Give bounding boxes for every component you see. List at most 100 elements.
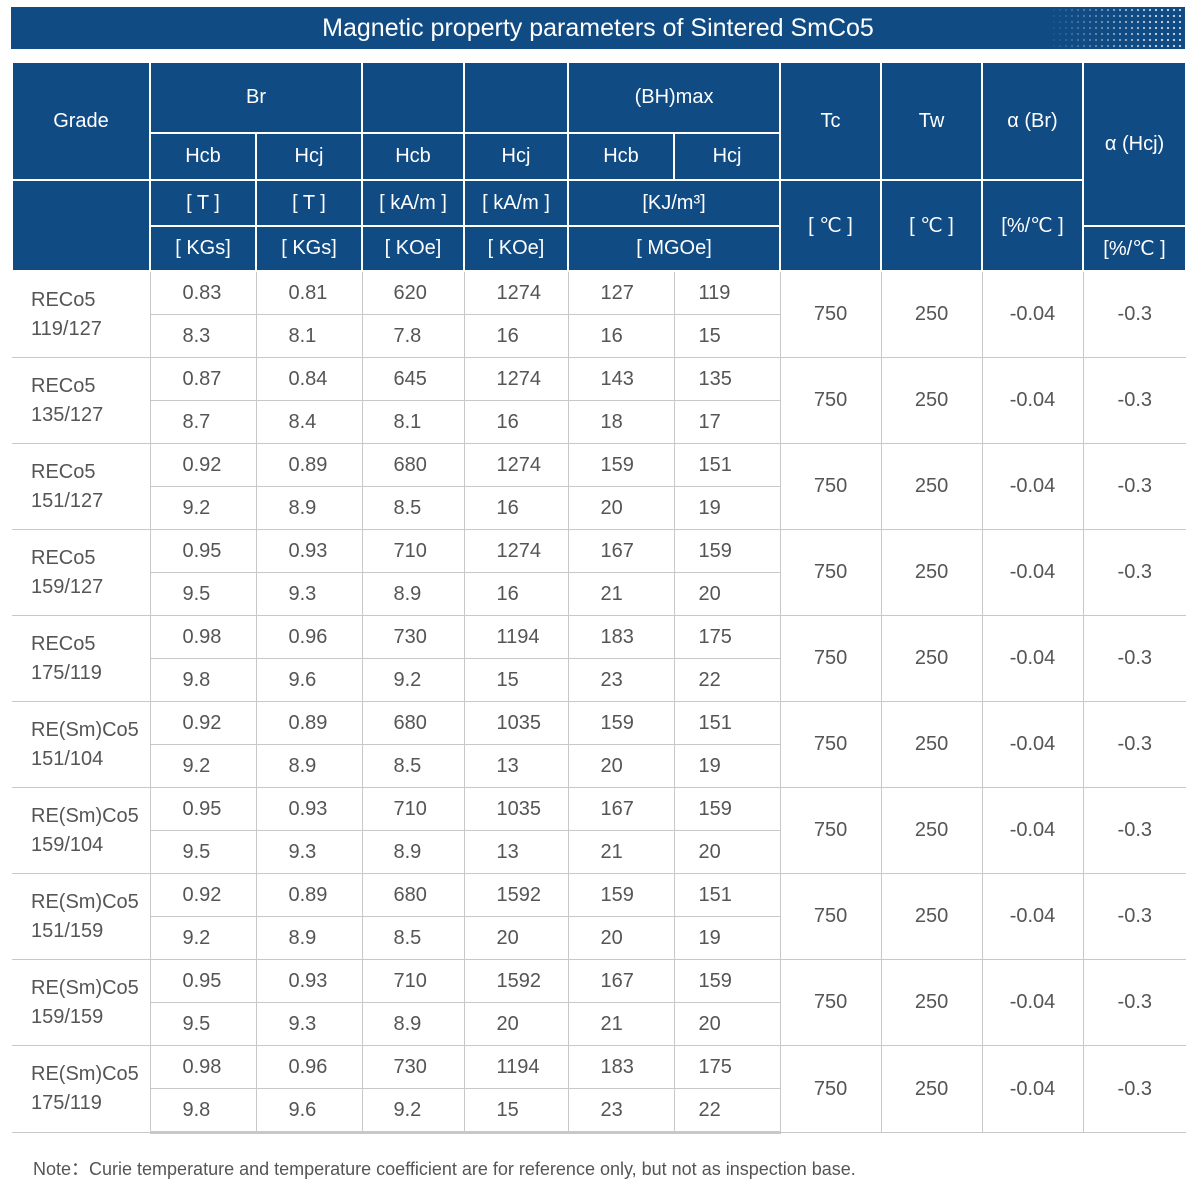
alpha-hcj-cell: -0.3 [1082,615,1187,702]
grade-name: RE(Sm)Co5 [31,804,139,827]
si-value-cell: 0.83 [149,270,257,315]
tw-cell: 250 [880,270,983,358]
si-value-cell: 0.89 [255,443,363,487]
cgs-value-cell: 9.5 [150,572,257,616]
grade-cell: RE(Sm)Co5 159/159 [12,959,151,1046]
header-tc: Tc [779,61,883,181]
table-row: 9.5 9.3 8.9 16 21 20 [12,572,1186,616]
header-unit-tw: [ ℃ ] [880,179,984,272]
cgs-value-cell: 16 [463,572,569,616]
cgs-value-cell: 9.2 [361,1088,465,1134]
si-value-cell: 0.95 [149,529,257,573]
si-value-cell: 0.95 [149,787,257,831]
si-value-cell: 143 [567,357,675,401]
tw-cell: 250 [880,357,983,444]
si-value-cell: 0.93 [255,787,363,831]
header-bhmax-hcj: Hcj [672,132,782,181]
header-br-hcj: Hcj [255,132,363,181]
header-bhmax: (BH)max [566,61,782,134]
cgs-value-cell: 20 [463,1002,569,1046]
cgs-value-cell: 13 [463,830,569,874]
header-unit-kgs-1: [ KGs] [149,225,257,272]
header-alpha-hcj: α (Hcj) [1082,61,1188,227]
grade-name: RECo5 [31,632,96,655]
cgs-value-cell: 16 [463,400,569,444]
grade-cell: RE(Sm)Co5 159/104 [12,787,151,874]
si-value-cell: 645 [361,357,465,401]
si-value-cell: 159 [567,443,675,487]
alpha-hcj-cell: -0.3 [1082,1045,1187,1133]
header-unit-kam-1: [ kA/m ] [361,179,465,227]
header-hcj: Hcj [463,132,569,181]
si-value-cell: 680 [361,701,465,745]
table-row: RE(Sm)Co5 151/104 0.92 0.89 680 1035 159 151 750… [12,701,1187,788]
alpha-hcj-cell: -0.3 [1082,959,1187,1046]
grade-code: 151/104 [31,747,104,770]
si-value-cell: 1592 [463,873,569,917]
grade-name: RE(Sm)Co5 [31,976,139,999]
cgs-value-cell: 16 [463,486,569,530]
alpha-br-cell: -0.04 [981,959,1084,1046]
si-value-cell: 730 [361,1045,465,1089]
table-row: RECo5 159/127 0.95 0.93 710 1274 167 159 750 250-… [12,529,1187,616]
cgs-value-cell: 23 [567,1088,675,1134]
si-value-cell: 1035 [463,787,569,831]
table-row: 9.8 9.6 9.2 15 23 22 [12,658,1186,702]
header-unit-tc: [ ℃ ] [779,179,883,272]
cgs-value-cell: 20 [463,916,569,960]
table-row: 9.2 8.9 8.5 13 20 19 [12,744,1186,788]
title-bar: Magnetic property parameters of Sintered… [11,7,1185,49]
cgs-value-cell: 20 [567,916,675,960]
si-value-cell: 1592 [463,959,569,1003]
table-row: 9.5 9.3 8.9 20 21 20 [12,1002,1186,1046]
cgs-value-cell: 13 [463,744,569,788]
table-header: Grade Br (BH)max Tc Tw α (Br) α (Hcj) Hc… [11,61,1188,272]
table-row: RECo5 135/127 0.87 0.84 645 1274 143 135 750 250-… [12,357,1187,444]
grade-name: RECo5 [31,288,96,311]
cgs-value-cell: 22 [673,1088,781,1134]
si-value-cell: 175 [673,615,781,659]
cgs-value-cell: 8.9 [255,744,363,788]
cgs-value-cell: 15 [673,314,781,358]
tw-cell: 250 [880,443,983,530]
si-value-cell: 167 [567,959,675,1003]
cgs-value-cell: 23 [567,658,675,702]
tc-cell: 750 [779,615,882,702]
header-unit-kj: [KJ/m³] [566,179,782,227]
tc-cell: 750 [779,787,882,874]
si-value-cell: 0.92 [149,443,257,487]
header-grade: Grade [11,61,151,181]
header-br-hcb: Hcb [149,132,257,181]
alpha-br-cell: -0.04 [981,615,1084,702]
grade-name: RE(Sm)Co5 [31,718,139,741]
tw-cell: 250 [880,615,983,702]
cgs-value-cell: 8.7 [150,400,257,444]
grade-cell: RECo5 119/127 [12,270,151,358]
si-value-cell: 151 [673,873,781,917]
si-value-cell: 710 [361,959,465,1003]
grade-code: 175/119 [31,1092,102,1114]
si-value-cell: 135 [673,357,781,401]
alpha-hcj-cell: -0.3 [1082,701,1187,788]
cgs-value-cell: 8.1 [361,400,465,444]
grade-name: RECo5 [31,374,96,397]
cgs-value-cell: 9.3 [255,572,363,616]
grade-name: RECo5 [31,546,96,569]
table-row: RECo5 175/119 0.98 0.96 730 1194 183 175 750 250-… [12,615,1187,702]
si-value-cell: 167 [567,787,675,831]
header-blank-hcb [361,61,465,134]
alpha-br-cell: -0.04 [981,443,1084,530]
si-value-cell: 0.93 [255,959,363,1003]
si-value-cell: 710 [361,787,465,831]
cgs-value-cell: 7.8 [361,314,465,358]
grade-cell: RECo5 135/127 [12,357,151,444]
header-unit-pct-1: [%/℃ ] [981,179,1085,272]
si-value-cell: 1194 [463,1045,569,1089]
si-value-cell: 0.98 [149,1045,257,1089]
cgs-value-cell: 8.3 [150,314,257,358]
cgs-value-cell: 22 [673,658,781,702]
tw-cell: 250 [880,787,983,874]
alpha-br-cell: -0.04 [981,529,1084,616]
grade-code: 119/127 [31,317,102,340]
si-value-cell: 680 [361,873,465,917]
